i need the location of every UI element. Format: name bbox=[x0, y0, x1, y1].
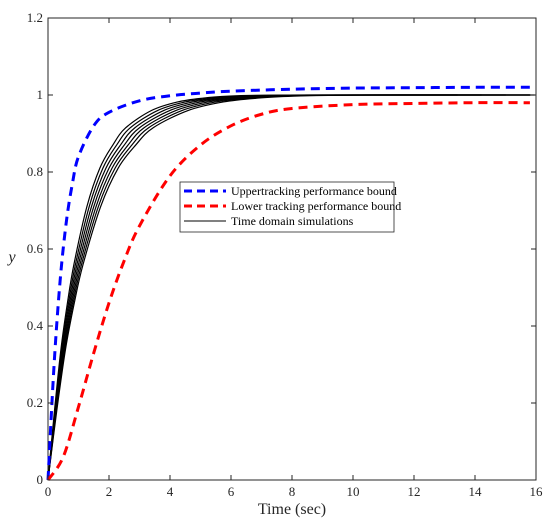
y-tick-label: 0.4 bbox=[27, 318, 44, 333]
x-tick-label: 10 bbox=[347, 484, 360, 499]
x-tick-label: 0 bbox=[45, 484, 52, 499]
y-tick-label: 0.2 bbox=[27, 395, 43, 410]
y-tick-label: 1 bbox=[37, 87, 44, 102]
x-tick-label: 6 bbox=[228, 484, 235, 499]
axis-ticks: 0 2 4 6 8 10 12 14 16 0 0.2 0.4 0.6 0.8 1 1.2 bbox=[27, 10, 543, 499]
y-tick-label: 0.8 bbox=[27, 164, 43, 179]
y-tick-label: 0 bbox=[37, 472, 44, 487]
x-axis-label: Time (sec) bbox=[258, 501, 326, 518]
series-lines bbox=[46, 85, 530, 481]
simulation-line bbox=[47, 94, 458, 481]
simulation-lines bbox=[47, 94, 535, 481]
x-tick-label: 8 bbox=[289, 484, 296, 499]
legend: Uppertracking performance bound Lower tr… bbox=[179, 181, 401, 233]
x-tick-label: 4 bbox=[167, 484, 174, 499]
y-axis-label: y bbox=[6, 249, 16, 266]
legend-label-simulations: Time domain simulations bbox=[231, 214, 354, 228]
y-tick-label: 1.2 bbox=[27, 10, 43, 25]
x-tick-label: 2 bbox=[106, 484, 113, 499]
x-tick-label: 16 bbox=[530, 484, 544, 499]
y-tick-label: 0.6 bbox=[27, 241, 44, 256]
legend-label-lower: Lower tracking performance bound bbox=[231, 199, 401, 213]
x-tick-label: 12 bbox=[408, 484, 421, 499]
series-line-lower-bound bbox=[46, 101, 530, 481]
legend-label-upper: Uppertracking performance bound bbox=[231, 184, 397, 198]
series-line-upper-bound bbox=[46, 85, 530, 481]
x-tick-label: 14 bbox=[469, 484, 483, 499]
